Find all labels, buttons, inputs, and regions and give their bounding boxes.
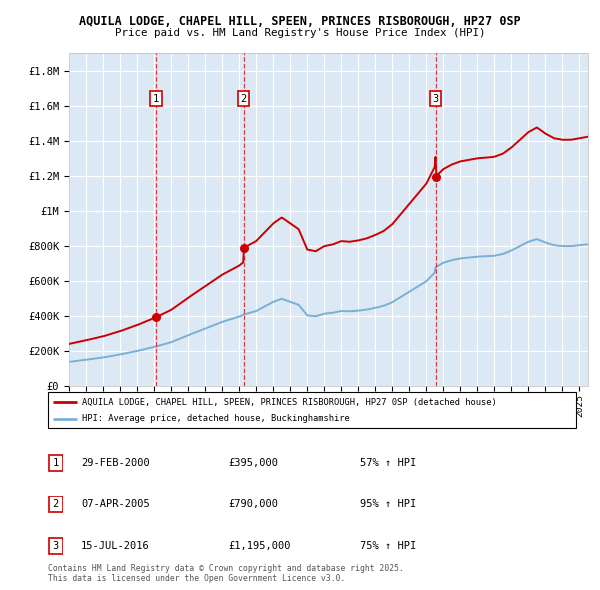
Text: £790,000: £790,000 bbox=[228, 500, 278, 509]
Text: AQUILA LODGE, CHAPEL HILL, SPEEN, PRINCES RISBOROUGH, HP27 0SP: AQUILA LODGE, CHAPEL HILL, SPEEN, PRINCE… bbox=[79, 15, 521, 28]
Point bbox=[239, 243, 248, 253]
Text: 2: 2 bbox=[241, 94, 247, 104]
Text: 3: 3 bbox=[53, 541, 59, 550]
Text: 95% ↑ HPI: 95% ↑ HPI bbox=[360, 500, 416, 509]
FancyBboxPatch shape bbox=[49, 496, 62, 512]
Text: 1: 1 bbox=[53, 458, 59, 468]
Text: 1: 1 bbox=[153, 94, 159, 104]
Text: 75% ↑ HPI: 75% ↑ HPI bbox=[360, 541, 416, 550]
Text: 29-FEB-2000: 29-FEB-2000 bbox=[81, 458, 150, 468]
FancyBboxPatch shape bbox=[49, 538, 62, 553]
Text: 15-JUL-2016: 15-JUL-2016 bbox=[81, 541, 150, 550]
FancyBboxPatch shape bbox=[48, 392, 576, 428]
Text: AQUILA LODGE, CHAPEL HILL, SPEEN, PRINCES RISBOROUGH, HP27 0SP (detached house): AQUILA LODGE, CHAPEL HILL, SPEEN, PRINCE… bbox=[82, 398, 497, 407]
Text: 2: 2 bbox=[53, 500, 59, 509]
Text: 07-APR-2005: 07-APR-2005 bbox=[81, 500, 150, 509]
Text: HPI: Average price, detached house, Buckinghamshire: HPI: Average price, detached house, Buck… bbox=[82, 414, 350, 424]
Text: £395,000: £395,000 bbox=[228, 458, 278, 468]
FancyBboxPatch shape bbox=[49, 455, 62, 471]
Text: Contains HM Land Registry data © Crown copyright and database right 2025.
This d: Contains HM Land Registry data © Crown c… bbox=[48, 563, 404, 583]
Text: 3: 3 bbox=[433, 94, 439, 104]
Text: £1,195,000: £1,195,000 bbox=[228, 541, 290, 550]
Text: Price paid vs. HM Land Registry's House Price Index (HPI): Price paid vs. HM Land Registry's House … bbox=[115, 28, 485, 38]
Text: 57% ↑ HPI: 57% ↑ HPI bbox=[360, 458, 416, 468]
Point bbox=[151, 313, 161, 322]
Point bbox=[431, 172, 440, 182]
